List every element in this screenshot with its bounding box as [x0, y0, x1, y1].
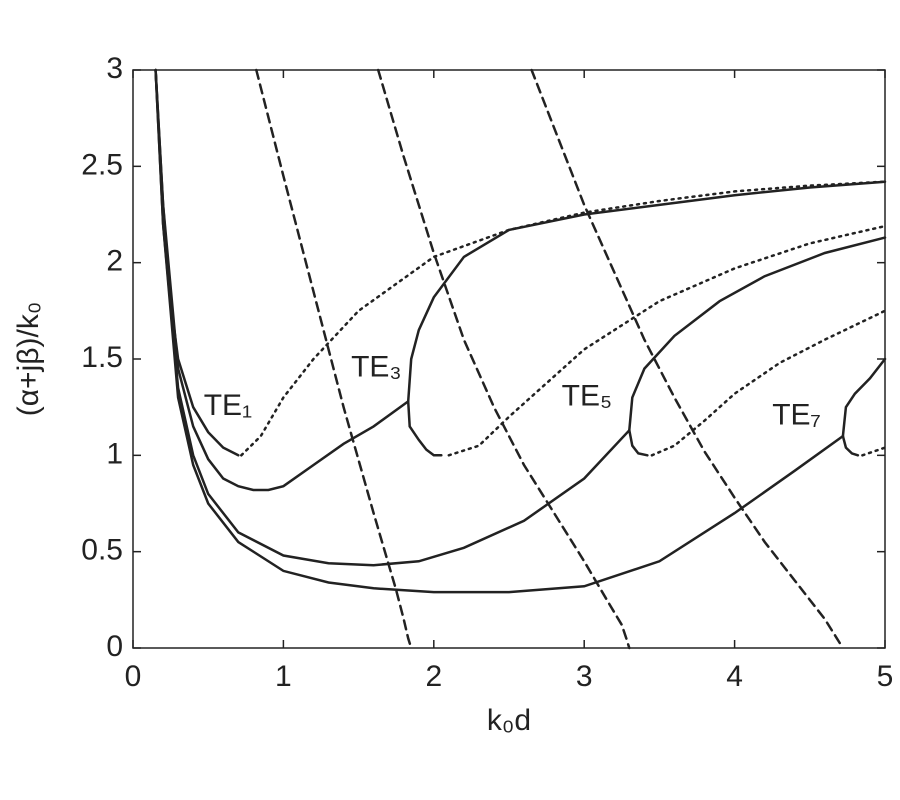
curve: [628, 429, 649, 457]
x-tick-label: 5: [877, 660, 894, 693]
curve: [154, 68, 845, 594]
curve: [154, 68, 410, 492]
curve: [628, 236, 887, 432]
curve: [861, 446, 887, 457]
x-tick-label: 0: [125, 660, 142, 693]
curve: [154, 68, 631, 567]
curve: [530, 68, 845, 650]
x-tick-label: 3: [576, 660, 593, 693]
curve: [447, 224, 887, 457]
x-axis-label: k₀d: [487, 704, 531, 737]
mode-label: TE₁: [204, 389, 252, 422]
curve: [406, 180, 887, 403]
curve: [376, 68, 631, 650]
mode-label: TE₇: [772, 399, 821, 432]
curve: [406, 400, 443, 457]
y-tick-label: 2: [106, 245, 123, 278]
y-tick-label: 0.5: [81, 534, 123, 567]
curve: [240, 180, 887, 457]
mode-label: TE₅: [562, 379, 612, 412]
y-tick-label: 1.5: [81, 341, 123, 374]
y-axis-label: (α+jβ)/k₀: [12, 302, 45, 417]
curve: [255, 68, 413, 650]
curve: [841, 434, 860, 457]
y-tick-label: 1: [106, 437, 123, 470]
curve: [650, 309, 887, 457]
x-tick-label: 4: [726, 660, 743, 693]
x-tick-label: 1: [275, 660, 292, 693]
y-tick-label: 2.5: [81, 148, 123, 181]
y-tick-label: 0: [106, 630, 123, 663]
mode-label: TE₃: [351, 351, 402, 384]
curve: [841, 357, 887, 438]
x-tick-label: 2: [425, 660, 442, 693]
plot-frame: [132, 69, 886, 649]
y-tick-label: 3: [106, 52, 123, 85]
